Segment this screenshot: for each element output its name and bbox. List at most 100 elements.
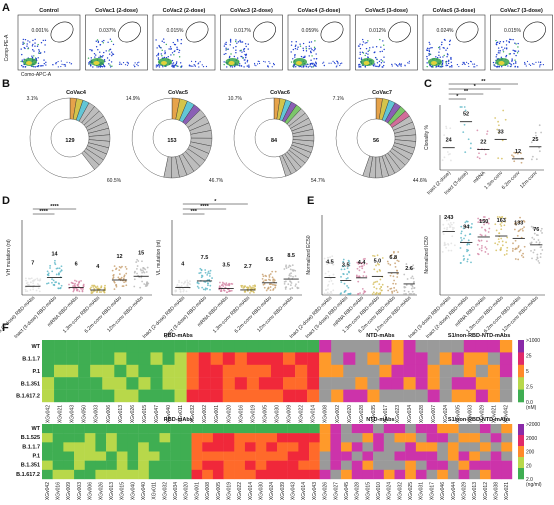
data-point (517, 246, 520, 249)
legend-tick: 5 (526, 369, 529, 375)
heatmap-cell (487, 352, 501, 365)
data-point (295, 283, 297, 286)
data-point (218, 285, 221, 288)
data-point (25, 279, 28, 282)
median-label: 94 (463, 224, 470, 230)
flow-event-dot (299, 43, 301, 45)
data-point (74, 282, 76, 285)
data-point (411, 268, 413, 271)
data-point (328, 293, 330, 295)
flow-event-dot (366, 41, 368, 44)
heatmap-cell (234, 389, 248, 403)
heatmap-cell (106, 424, 117, 434)
flow-event-dot (109, 48, 112, 50)
flow-event-dot (227, 48, 230, 50)
data-point (358, 269, 361, 272)
heatmap-cell (63, 469, 75, 480)
flow-event-dot (535, 61, 537, 63)
data-point (182, 282, 185, 285)
data-point (391, 290, 393, 293)
data-point (136, 258, 138, 261)
flow-event-dot (230, 53, 232, 55)
flow-event-dot (511, 59, 513, 61)
flow-event-dot (56, 61, 58, 64)
flow-event-dot (23, 46, 25, 49)
data-point (513, 228, 516, 231)
flow-event-dot (180, 39, 183, 41)
median-label: 2.6 (405, 266, 413, 272)
flow-dense-center (161, 61, 167, 65)
heatmap-cell (319, 377, 332, 390)
heatmap-column-label: XGv003 (77, 482, 83, 500)
heatmap-cell (309, 460, 320, 471)
flow-event-dot (57, 66, 59, 68)
data-point (197, 282, 200, 285)
data-point (503, 254, 506, 256)
donut-top-percent: 3.1% (27, 96, 39, 102)
flow-event-dot (335, 66, 337, 68)
heatmap-column-label: XGv043 (312, 482, 318, 500)
heatmap-cell (127, 451, 139, 461)
flow-event-dot (526, 60, 529, 63)
flow-event-dot (495, 39, 497, 42)
flow-event-dot (516, 66, 519, 68)
flow-event-dot (380, 62, 383, 64)
data-point (471, 223, 473, 225)
flow-event-dot (395, 64, 397, 66)
data-point (463, 123, 466, 126)
heatmap-cell (383, 460, 395, 471)
heatmap-cell (351, 442, 363, 452)
data-point (413, 287, 415, 290)
data-point (536, 253, 539, 256)
data-point (486, 133, 488, 135)
heatmap-column-label: XGv010 (376, 482, 382, 500)
flow-event-dot (88, 62, 90, 64)
heatmap-cell (212, 424, 224, 434)
heatmap-column-label: XGv040 (141, 482, 147, 500)
flow-event-dot (383, 48, 385, 51)
heatmap-column-label: XGv005 (262, 405, 268, 423)
flow-event-dot (299, 45, 302, 47)
flow-event-dot (493, 64, 495, 66)
data-point (274, 270, 277, 273)
data-point (125, 268, 128, 270)
flow-event-dot (514, 59, 516, 61)
data-point (141, 269, 144, 272)
significance-mark: * (456, 94, 459, 100)
donut-slice (233, 97, 286, 179)
flow-event-dot (102, 55, 104, 57)
heatmap-cell (307, 377, 320, 390)
data-point (443, 156, 446, 159)
heatmap-cell (458, 442, 470, 452)
heatmap-cell (174, 340, 187, 353)
data-point (450, 223, 453, 226)
flow-event-dot (336, 65, 338, 67)
heatmap-cell (66, 389, 79, 403)
data-point (378, 283, 381, 286)
median-label: 3.5 (342, 262, 350, 268)
flow-plot-title: CoVac5 (3-dose) (365, 8, 408, 14)
heatmap-cell (127, 469, 139, 480)
heatmap-cell (415, 424, 427, 434)
flow-event-dot (358, 66, 360, 68)
data-point (449, 159, 452, 162)
heatmap-cell (63, 460, 75, 471)
flow-event-dot (160, 47, 162, 49)
data-point (329, 256, 331, 259)
data-point (393, 257, 396, 260)
heatmap-cell (42, 460, 53, 471)
data-point (355, 274, 358, 277)
data-point (478, 152, 480, 155)
heatmap-cell (170, 451, 182, 461)
data-point (204, 271, 207, 274)
data-point (183, 289, 185, 291)
heatmap-cell (463, 389, 477, 403)
data-point (326, 263, 329, 266)
flow-event-dot (94, 54, 97, 56)
flow-event-dot (194, 64, 196, 66)
heatmap-column-label: XGv028 (359, 405, 365, 423)
data-point (386, 285, 389, 288)
data-point (142, 270, 145, 273)
flow-event-dot (225, 52, 227, 55)
heatmap-cell (391, 352, 404, 365)
